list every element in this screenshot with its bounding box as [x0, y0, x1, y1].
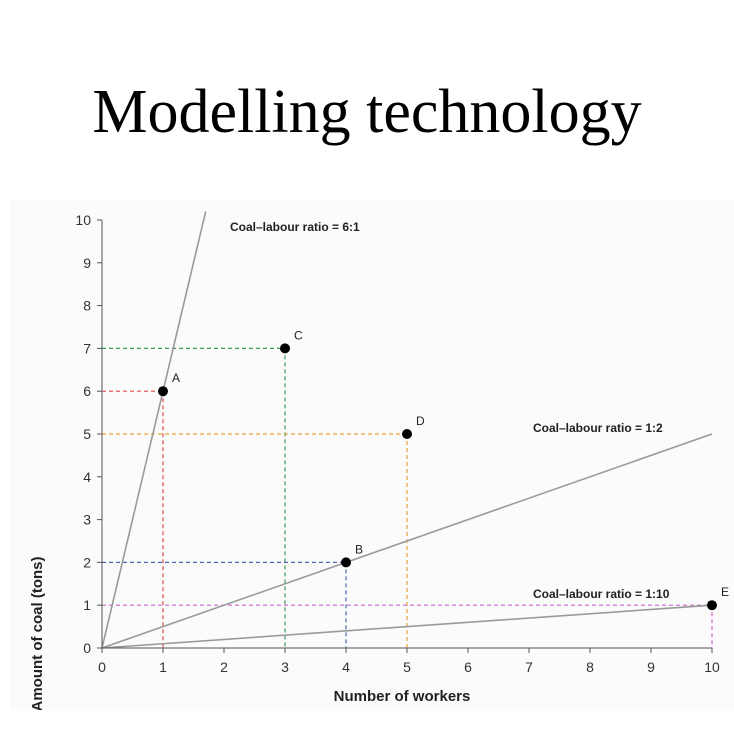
ratio-lines-layer: [101, 211, 713, 649]
data-point-label: C: [294, 328, 303, 342]
ratio-line: [101, 433, 713, 649]
y-tick-label: 0: [83, 640, 91, 656]
x-tick-label: 6: [464, 659, 472, 675]
y-tick-label: 10: [75, 212, 91, 228]
ticks-layer: 0 1 2 3 4 5 6 7 8 9 10 0 1 2 3 4 5 6 7 8 9 10: [75, 212, 720, 675]
y-tick-label: 3: [83, 512, 91, 528]
data-point: [158, 386, 168, 397]
data-point: [402, 429, 412, 439]
data-point-label: E: [721, 585, 729, 599]
data-point: [707, 600, 717, 611]
x-tick-label: 1: [159, 659, 167, 675]
y-tick-label: 2: [83, 554, 91, 570]
x-tick-label: 2: [220, 659, 228, 675]
x-tick-label: 8: [586, 659, 594, 675]
data-point: [280, 343, 290, 354]
x-tick-label: 4: [342, 659, 350, 675]
x-axis-title: Number of workers: [334, 688, 471, 705]
points-layer: A C D B E: [158, 328, 729, 611]
ratio-labels-layer: Coal–labour ratio = 6:1 Coal–labour ratio…: [230, 220, 670, 601]
y-axis-title: Amount of coal (tons): [29, 557, 46, 710]
y-tick-label: 7: [83, 340, 91, 356]
guide-lines-layer: [102, 347, 713, 648]
data-point-label: D: [416, 414, 425, 428]
y-tick-label: 5: [83, 426, 91, 442]
ratio-line-label: Coal–labour ratio = 1:2: [533, 421, 663, 435]
y-tick-label: 4: [83, 469, 91, 485]
y-tick-label: 9: [83, 255, 91, 271]
x-tick-label: 5: [403, 659, 411, 675]
chart-panel: 0 1 2 3 4 5 6 7 8 9 10 0 1 2 3 4 5 6 7 8 9 10 A C D B E Coal–labo…: [10, 200, 734, 710]
y-tick-label: 8: [83, 298, 91, 314]
x-tick-label: 3: [281, 659, 289, 675]
ratio-line: [101, 211, 207, 649]
ratio-line-label: Coal–labour ratio = 1:10: [533, 587, 670, 601]
data-point: [341, 557, 351, 568]
ratio-line-label: Coal–labour ratio = 6:1: [230, 220, 360, 234]
data-point-label: A: [172, 371, 180, 385]
slide-title: Modelling technology: [92, 78, 642, 146]
data-point-label: B: [355, 542, 363, 556]
y-tick-label: 1: [83, 597, 91, 613]
ratio-line: [101, 604, 713, 649]
x-tick-label: 0: [98, 659, 106, 675]
x-tick-label: 9: [647, 659, 655, 675]
coal-labour-chart: 0 1 2 3 4 5 6 7 8 9 10 0 1 2 3 4 5 6 7 8 9 10 A C D B E Coal–labo…: [29, 211, 729, 710]
x-tick-label: 7: [525, 659, 533, 675]
y-tick-label: 6: [83, 383, 91, 399]
x-tick-label: 10: [704, 659, 720, 675]
